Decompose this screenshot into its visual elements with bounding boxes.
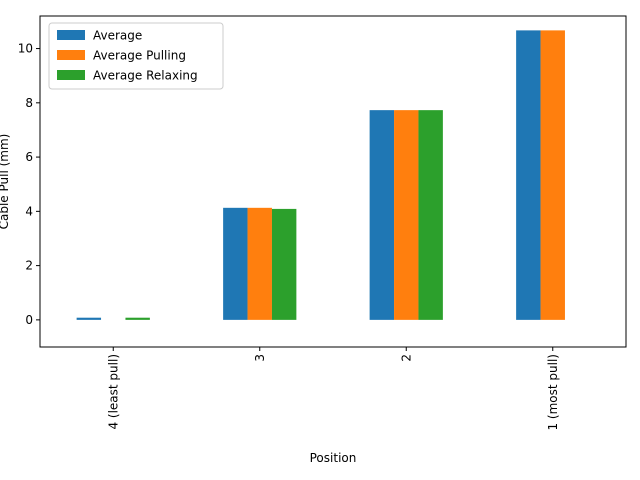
legend-label: Average	[93, 29, 142, 43]
legend: Average Average Pulling Average Relaxing	[48, 22, 224, 90]
x-tick-label: 1 (most pull)	[546, 354, 560, 431]
bar-2-2	[247, 207, 272, 320]
x-tick-label: 3	[253, 354, 267, 362]
y-tick-label: 8	[25, 96, 33, 110]
y-tick-label: 0	[25, 313, 33, 327]
legend-box	[48, 22, 224, 90]
y-axis-label: Cable Pull (mm)	[0, 134, 11, 230]
bar-3-3	[418, 110, 443, 320]
bar-1-1	[76, 317, 102, 320]
plot-frame	[39, 15, 627, 348]
x-axis: 4 (least pull) 3 2 1 (most pull)	[106, 347, 560, 431]
bar-1-2	[223, 207, 248, 320]
y-tick-label: 4	[25, 204, 33, 218]
legend-label: Average Pulling	[93, 49, 186, 63]
y-tick-label: 2	[25, 259, 33, 273]
legend-label: Average Relaxing	[93, 69, 198, 83]
bar-1-4	[516, 30, 541, 320]
y-tick-label: 10	[18, 42, 33, 56]
x-tick-label: 4 (least pull)	[106, 354, 120, 430]
bar-2-3	[394, 110, 419, 320]
bar-3-1	[125, 317, 150, 320]
legend-swatch	[57, 70, 85, 80]
legend-swatch	[57, 50, 85, 60]
bars-group	[76, 30, 565, 320]
x-axis-label: Position	[310, 451, 357, 465]
x-tick-label: 2	[399, 354, 413, 362]
bar-2-4	[540, 30, 565, 320]
bar-1-3	[369, 110, 395, 320]
y-axis: 0 2 4 6 8 10	[18, 42, 40, 327]
legend-swatch	[57, 30, 85, 40]
bar-3-2	[271, 208, 297, 320]
y-tick-label: 6	[25, 150, 33, 164]
